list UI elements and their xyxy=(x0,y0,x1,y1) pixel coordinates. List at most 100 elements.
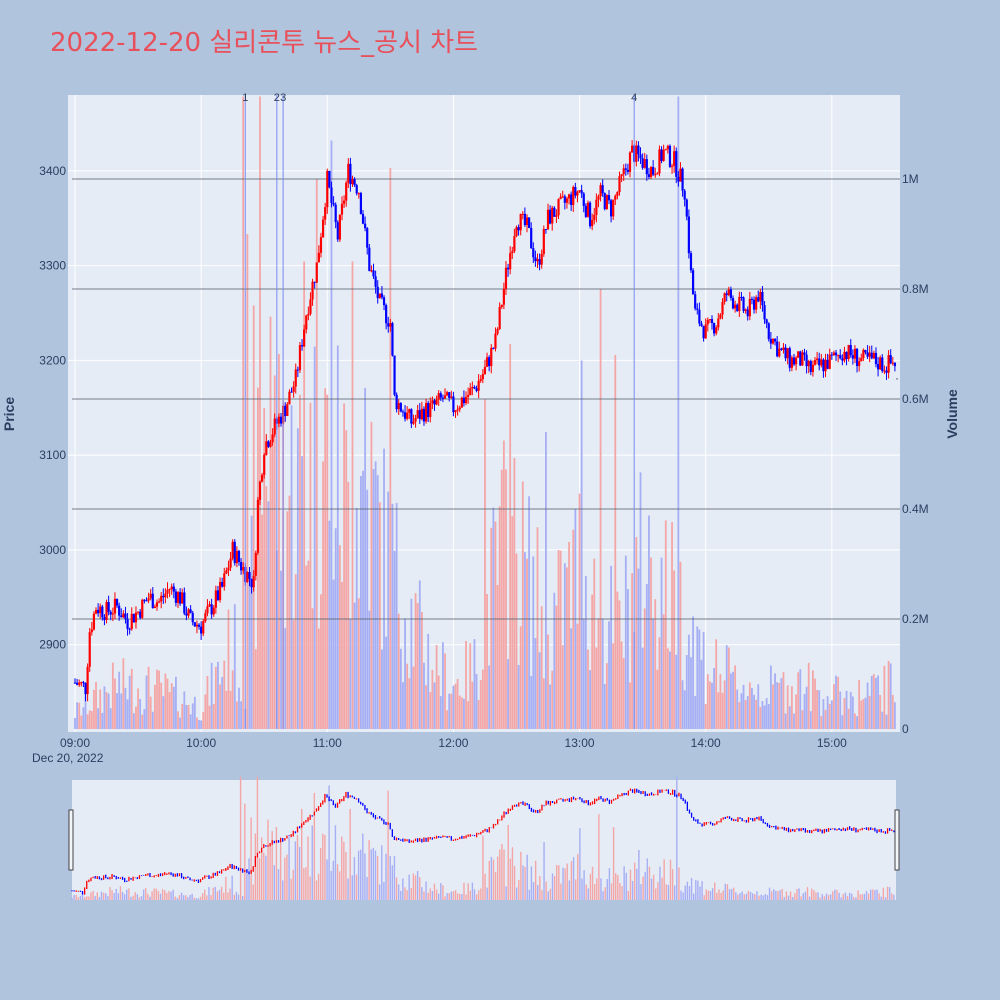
volume-bar xyxy=(88,710,91,729)
candle-body xyxy=(542,229,545,255)
candle-body xyxy=(631,145,634,153)
volume-bar xyxy=(774,673,776,729)
candle-body xyxy=(837,355,840,357)
volume-bar xyxy=(795,694,797,729)
slider-volume-bar xyxy=(511,847,514,900)
volume-bar xyxy=(397,613,400,729)
slider-volume-bar xyxy=(220,886,223,900)
volume-bar xyxy=(202,712,205,729)
volume-bar xyxy=(526,558,528,729)
slider-volume-bar xyxy=(499,849,501,900)
volume-bar xyxy=(696,626,699,729)
slider-volume-bar xyxy=(718,889,720,900)
slider-volume-bar xyxy=(549,888,552,900)
slider-volume-bar xyxy=(239,776,242,900)
candle-body xyxy=(111,613,114,615)
slider-volume-bar xyxy=(176,897,179,900)
volume-bar xyxy=(389,168,392,729)
volume-bar xyxy=(475,674,478,729)
slider-volume-bar xyxy=(663,859,665,900)
volume-bar xyxy=(505,469,507,729)
volume-bar xyxy=(521,481,524,729)
slider-volume-bar xyxy=(798,888,800,900)
candle-body xyxy=(288,391,291,405)
volume-bar xyxy=(736,689,739,729)
candle-body xyxy=(555,215,558,217)
candle-body xyxy=(254,552,257,576)
candle-body xyxy=(99,606,102,614)
slider-volume-bar xyxy=(570,861,573,900)
candle-body xyxy=(624,168,627,170)
candle-body xyxy=(866,352,869,357)
slider-volume-bar xyxy=(709,890,712,900)
candle-body xyxy=(101,606,104,618)
volume-bar xyxy=(637,568,640,729)
candle-body xyxy=(666,145,669,150)
candle-body xyxy=(620,174,623,177)
volume-bar xyxy=(76,702,79,729)
slider-volume-bar xyxy=(467,883,469,900)
candle-body xyxy=(355,185,358,194)
volume-bar xyxy=(538,652,541,729)
range-handle-left[interactable] xyxy=(68,809,74,871)
volume-bar xyxy=(767,704,770,729)
slider-volume-bar xyxy=(423,891,425,900)
slider-volume-bar xyxy=(558,865,560,900)
slider-volume-bar xyxy=(317,873,320,900)
candle-body xyxy=(321,219,325,238)
candle-body xyxy=(773,338,777,342)
slider-volume-bar xyxy=(107,895,109,900)
volume-bar xyxy=(715,639,718,729)
volume-bar xyxy=(469,643,472,729)
range-slider[interactable] xyxy=(72,780,896,900)
volume-bar xyxy=(664,520,667,729)
y-tick-label: 3400 xyxy=(39,164,66,178)
candle-body xyxy=(864,349,867,353)
candle-body xyxy=(237,550,241,563)
slider-volume-bar xyxy=(524,866,526,900)
candle-body xyxy=(235,550,238,564)
slider-volume-bar xyxy=(518,880,520,900)
volume-bar xyxy=(74,717,76,729)
volume-bar xyxy=(698,629,701,729)
candle-body xyxy=(364,223,367,229)
range-handle-right[interactable] xyxy=(894,809,900,871)
volume-bar xyxy=(381,649,383,729)
slider-volume-bar xyxy=(208,887,210,900)
candle-body xyxy=(477,380,480,391)
slider-volume-bar xyxy=(136,894,139,900)
slider-volume-bar xyxy=(756,891,758,900)
slider-volume-bar xyxy=(882,887,885,900)
slider-volume-bar xyxy=(600,878,602,900)
slider-volume-bar xyxy=(636,868,638,900)
candle-body xyxy=(662,149,665,161)
slider-volume-bar xyxy=(250,817,252,900)
candle-body xyxy=(532,248,535,258)
volume-bar xyxy=(488,665,491,729)
candle-body xyxy=(227,567,230,571)
slider-volume-bar xyxy=(733,887,735,900)
volume-bar xyxy=(742,684,745,729)
volume-bar xyxy=(511,516,514,729)
candle-body xyxy=(603,193,606,210)
candle-body xyxy=(376,286,379,299)
volume-bar xyxy=(545,432,547,729)
volume-bar xyxy=(200,720,203,729)
volume-bar xyxy=(465,640,467,729)
volume-bar xyxy=(326,394,329,729)
candle-body xyxy=(136,611,140,613)
volume-bar xyxy=(862,699,865,729)
volume-bar xyxy=(830,700,833,729)
slider-volume-bar xyxy=(225,876,227,900)
candle-body xyxy=(586,202,590,217)
candle-body xyxy=(408,409,411,413)
slider-volume-bar xyxy=(629,869,632,900)
candle-body xyxy=(572,186,575,205)
volume-bar xyxy=(278,354,280,729)
candle-body xyxy=(658,149,661,174)
volume-bar xyxy=(284,628,287,729)
volume-bar xyxy=(620,641,623,729)
volume-bar xyxy=(168,692,171,729)
candle-body xyxy=(473,386,476,389)
slider-volume-bar xyxy=(435,889,438,900)
